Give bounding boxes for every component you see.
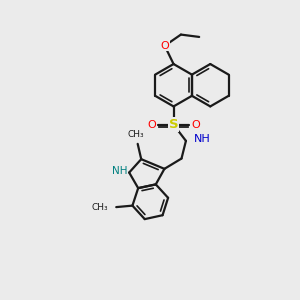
Text: NH: NH <box>112 166 128 176</box>
Text: CH₃: CH₃ <box>128 130 145 139</box>
Text: S: S <box>169 118 178 131</box>
Text: O: O <box>191 120 200 130</box>
Text: NH: NH <box>194 134 211 144</box>
Text: O: O <box>147 120 156 130</box>
Text: CH₃: CH₃ <box>92 202 108 211</box>
Text: O: O <box>160 41 169 51</box>
